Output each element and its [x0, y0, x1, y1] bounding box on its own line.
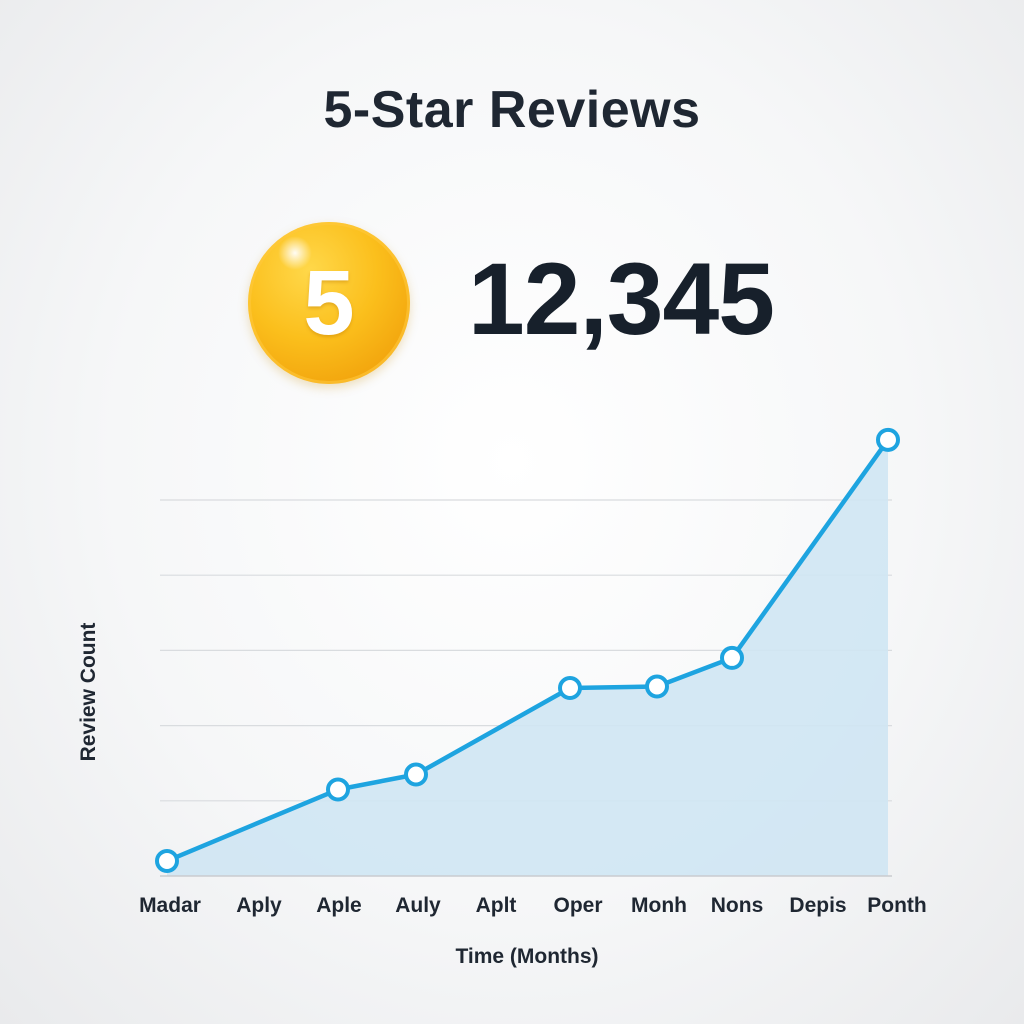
area-fill	[167, 439, 888, 876]
x-tick-label: Madar	[139, 894, 201, 917]
x-tick-label: Oper	[553, 894, 602, 917]
x-tick-labels: Madar Aply Aple Auly Aplt Oper Monh Nons Depis Po…	[139, 894, 927, 917]
data-point	[404, 762, 428, 787]
x-tick-label: Monh	[631, 894, 687, 917]
x-tick-label: Depis	[789, 894, 846, 917]
total-review-count: 12,345	[468, 242, 775, 356]
data-points	[155, 427, 900, 873]
data-point	[876, 427, 900, 452]
x-tick-label: Aply	[236, 894, 282, 917]
data-point	[326, 777, 350, 802]
x-tick-label: Auly	[395, 894, 441, 917]
x-tick-label: Aple	[316, 894, 362, 917]
y-axis-label: Review Count	[77, 623, 100, 762]
x-tick-label: Aplt	[476, 894, 517, 917]
x-tick-label: Ponth	[867, 894, 926, 917]
data-point	[155, 848, 179, 873]
badge-number: 5	[303, 251, 355, 354]
chart-title: 5-Star Reviews	[323, 81, 701, 139]
x-tick-label: Nons	[711, 894, 764, 917]
x-axis-label: Time (Months)	[455, 945, 598, 968]
data-point	[720, 645, 744, 670]
data-point	[645, 674, 669, 699]
data-point	[558, 676, 582, 700]
five-star-badge-icon: 5	[248, 222, 410, 384]
